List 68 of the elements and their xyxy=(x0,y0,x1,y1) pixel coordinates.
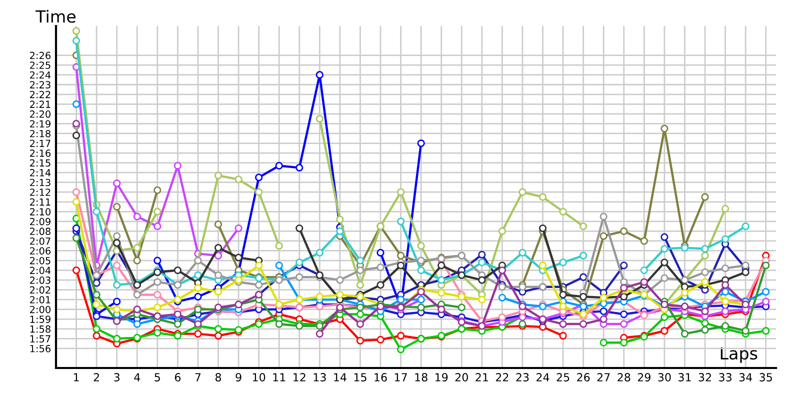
y-tick-label: 1:58 xyxy=(30,325,50,333)
x-tick-label: 28 xyxy=(618,373,630,382)
x-tick-label: 3 xyxy=(114,373,120,382)
x-tick-label: 27 xyxy=(597,373,610,382)
x-tick-label: 14 xyxy=(334,373,346,382)
x-tick-label: 30 xyxy=(658,373,671,382)
x-tick-label: 8 xyxy=(215,373,222,382)
y-tick-label: 2:02 xyxy=(30,286,50,294)
y-tick-label: 2:24 xyxy=(30,71,51,79)
x-tick-label: 6 xyxy=(174,373,181,382)
y-tick-label: 2:13 xyxy=(30,178,50,186)
y-tick-label: 2:00 xyxy=(30,306,50,314)
y-tick-label: 2:21 xyxy=(30,100,50,108)
x-tick-label: 18 xyxy=(415,373,428,382)
x-tick-label: 10 xyxy=(252,373,266,382)
y-tick-label: 2:08 xyxy=(30,228,50,236)
x-tick-label: 35 xyxy=(760,373,772,382)
y-tick-label: 2:01 xyxy=(30,296,50,304)
y-axis-title: Time xyxy=(36,10,76,23)
x-tick-label: 19 xyxy=(436,373,448,382)
x-tick-label: 9 xyxy=(236,373,242,382)
x-tick-label: 25 xyxy=(556,373,570,382)
x-tick-label: 32 xyxy=(698,373,711,382)
y-tick-label: 2:11 xyxy=(30,198,50,206)
y-tick-label: 2:09 xyxy=(30,218,50,226)
y-tick-label: 2:20 xyxy=(30,110,50,118)
x-tick-label: 22 xyxy=(496,373,508,382)
x-tick-label: 12 xyxy=(294,373,306,382)
y-tick-label: 2:23 xyxy=(30,81,50,88)
x-tick-label: 2 xyxy=(94,373,99,382)
y-tick-label: 1:59 xyxy=(30,316,50,323)
x-tick-label: 24 xyxy=(536,373,550,382)
y-tick-label: 2:04 xyxy=(30,266,51,274)
x-tick-label: 1 xyxy=(74,373,79,382)
y-tick-label: 2:05 xyxy=(30,256,50,264)
x-tick-label: 31 xyxy=(678,373,691,382)
y-tick-label: 2:10 xyxy=(30,208,50,216)
x-tick-label: 33 xyxy=(719,373,732,382)
y-tick-label: 2:22 xyxy=(30,90,50,98)
y-tick-label: 2:25 xyxy=(30,62,50,69)
y-tick-label: 2:12 xyxy=(30,188,50,196)
y-tick-label: 2:17 xyxy=(30,140,50,147)
x-tick-label: 13 xyxy=(314,373,326,382)
x-axis-title: Laps xyxy=(720,347,758,363)
y-tick-label: 2:19 xyxy=(30,120,50,128)
y-tick-label: 2:16 xyxy=(30,150,51,157)
x-tick-label: 4 xyxy=(134,373,140,382)
x-tick-label: 17 xyxy=(394,373,407,382)
y-tick-label: 2:15 xyxy=(30,159,50,167)
x-tick-label: 20 xyxy=(455,373,468,382)
x-tick-label: 5 xyxy=(154,373,160,382)
y-tick-label: 2:03 xyxy=(30,276,50,284)
x-tick-label: 7 xyxy=(195,373,201,382)
y-tick-label: 2:26 xyxy=(30,52,51,60)
y-tick-label: 1:56 xyxy=(30,344,51,352)
x-tick-label: 23 xyxy=(516,373,529,382)
y-tick-label: 2:06 xyxy=(30,247,51,255)
x-tick-label: 16 xyxy=(374,373,387,382)
x-tick-label: 11 xyxy=(273,373,286,382)
y-tick-label: 2:14 xyxy=(30,169,51,176)
x-tick-label: 29 xyxy=(638,373,650,382)
x-tick-label: 34 xyxy=(739,373,752,382)
y-tick-label: 2:07 xyxy=(30,237,50,245)
x-tick-label: 26 xyxy=(577,373,590,382)
x-tick-label: 15 xyxy=(354,373,366,382)
y-tick-label: 1:57 xyxy=(30,335,50,343)
y-tick-label: 2:18 xyxy=(30,130,50,138)
x-tick-label: 21 xyxy=(476,373,488,382)
